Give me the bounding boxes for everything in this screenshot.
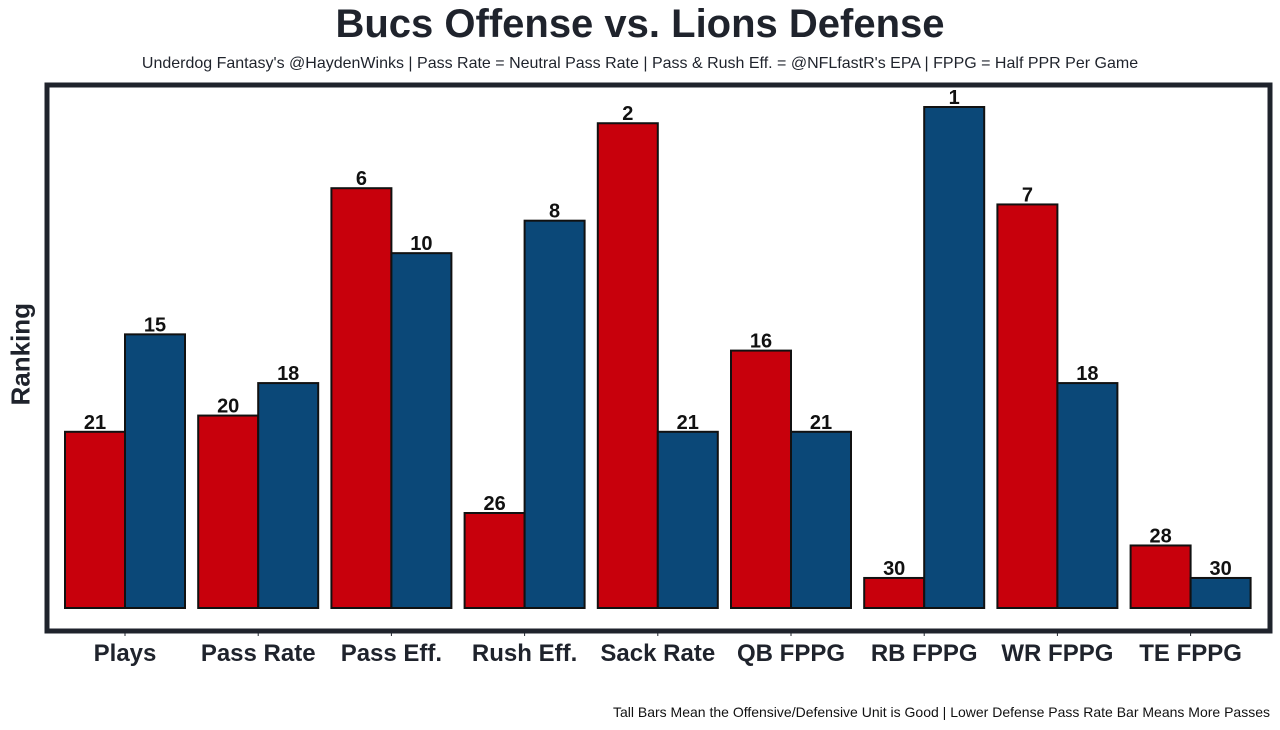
bar-value-label: 8 xyxy=(549,201,560,223)
x-tick-label: Sack Rate xyxy=(600,640,715,667)
bar-defense xyxy=(390,252,453,609)
bar-defense xyxy=(523,219,586,609)
bar-value-label: 20 xyxy=(217,396,239,418)
bar-defense xyxy=(257,382,320,609)
bar-value-label: 1 xyxy=(949,87,960,109)
x-tick-label: WR FPPG xyxy=(1001,640,1113,667)
bar-defense xyxy=(124,333,186,609)
bar-offense xyxy=(330,187,393,609)
x-tick-label: TE FPPG xyxy=(1139,640,1242,667)
bar-defense xyxy=(923,106,986,609)
bar-offense xyxy=(64,430,126,609)
bar-value-label: 28 xyxy=(1149,525,1171,547)
x-tick-label: Pass Rate xyxy=(201,640,316,667)
bar-value-label: 18 xyxy=(277,363,299,385)
bar-offense xyxy=(730,349,792,609)
bar-offense xyxy=(996,203,1059,609)
bar-offense xyxy=(863,576,926,610)
bar-defense xyxy=(790,430,852,609)
bar-value-label: 15 xyxy=(144,314,166,336)
bar-value-label: 30 xyxy=(883,558,905,580)
chart-title: Bucs Offense vs. Lions Defense xyxy=(335,2,945,46)
bar-offense xyxy=(596,122,659,610)
bar-offense xyxy=(197,414,260,609)
bar-offense xyxy=(1129,544,1192,609)
bar-defense xyxy=(656,430,719,609)
x-tick-label: Pass Eff. xyxy=(341,640,442,667)
bar-value-label: 18 xyxy=(1076,363,1098,385)
bar-value-label: 26 xyxy=(483,493,505,515)
bar-value-label: 21 xyxy=(677,412,699,434)
bar-value-label: 6 xyxy=(356,168,367,190)
bar-value-label: 30 xyxy=(1209,558,1231,580)
chart-subtitle: Underdog Fantasy's @HaydenWinks | Pass R… xyxy=(141,55,1139,72)
bar-value-label: 21 xyxy=(84,412,106,434)
x-tick-label: Rush Eff. xyxy=(472,640,577,667)
x-tick-label: QB FPPG xyxy=(737,640,845,667)
bar-offense xyxy=(463,512,526,609)
bar-value-label: 16 xyxy=(750,331,772,353)
bar-value-label: 2 xyxy=(622,103,633,125)
bar-value-label: 7 xyxy=(1022,184,1033,206)
bar-defense xyxy=(1056,382,1119,609)
chart-footer-note: Tall Bars Mean the Offensive/Defensive U… xyxy=(612,704,1270,720)
bar-defense xyxy=(1189,576,1252,610)
plot-frame xyxy=(44,82,1273,634)
bar-value-label: 10 xyxy=(410,233,432,255)
x-tick-label: Plays xyxy=(94,640,157,667)
bar-value-label: 21 xyxy=(810,412,832,434)
x-tick-label: RB FPPG xyxy=(871,640,978,667)
